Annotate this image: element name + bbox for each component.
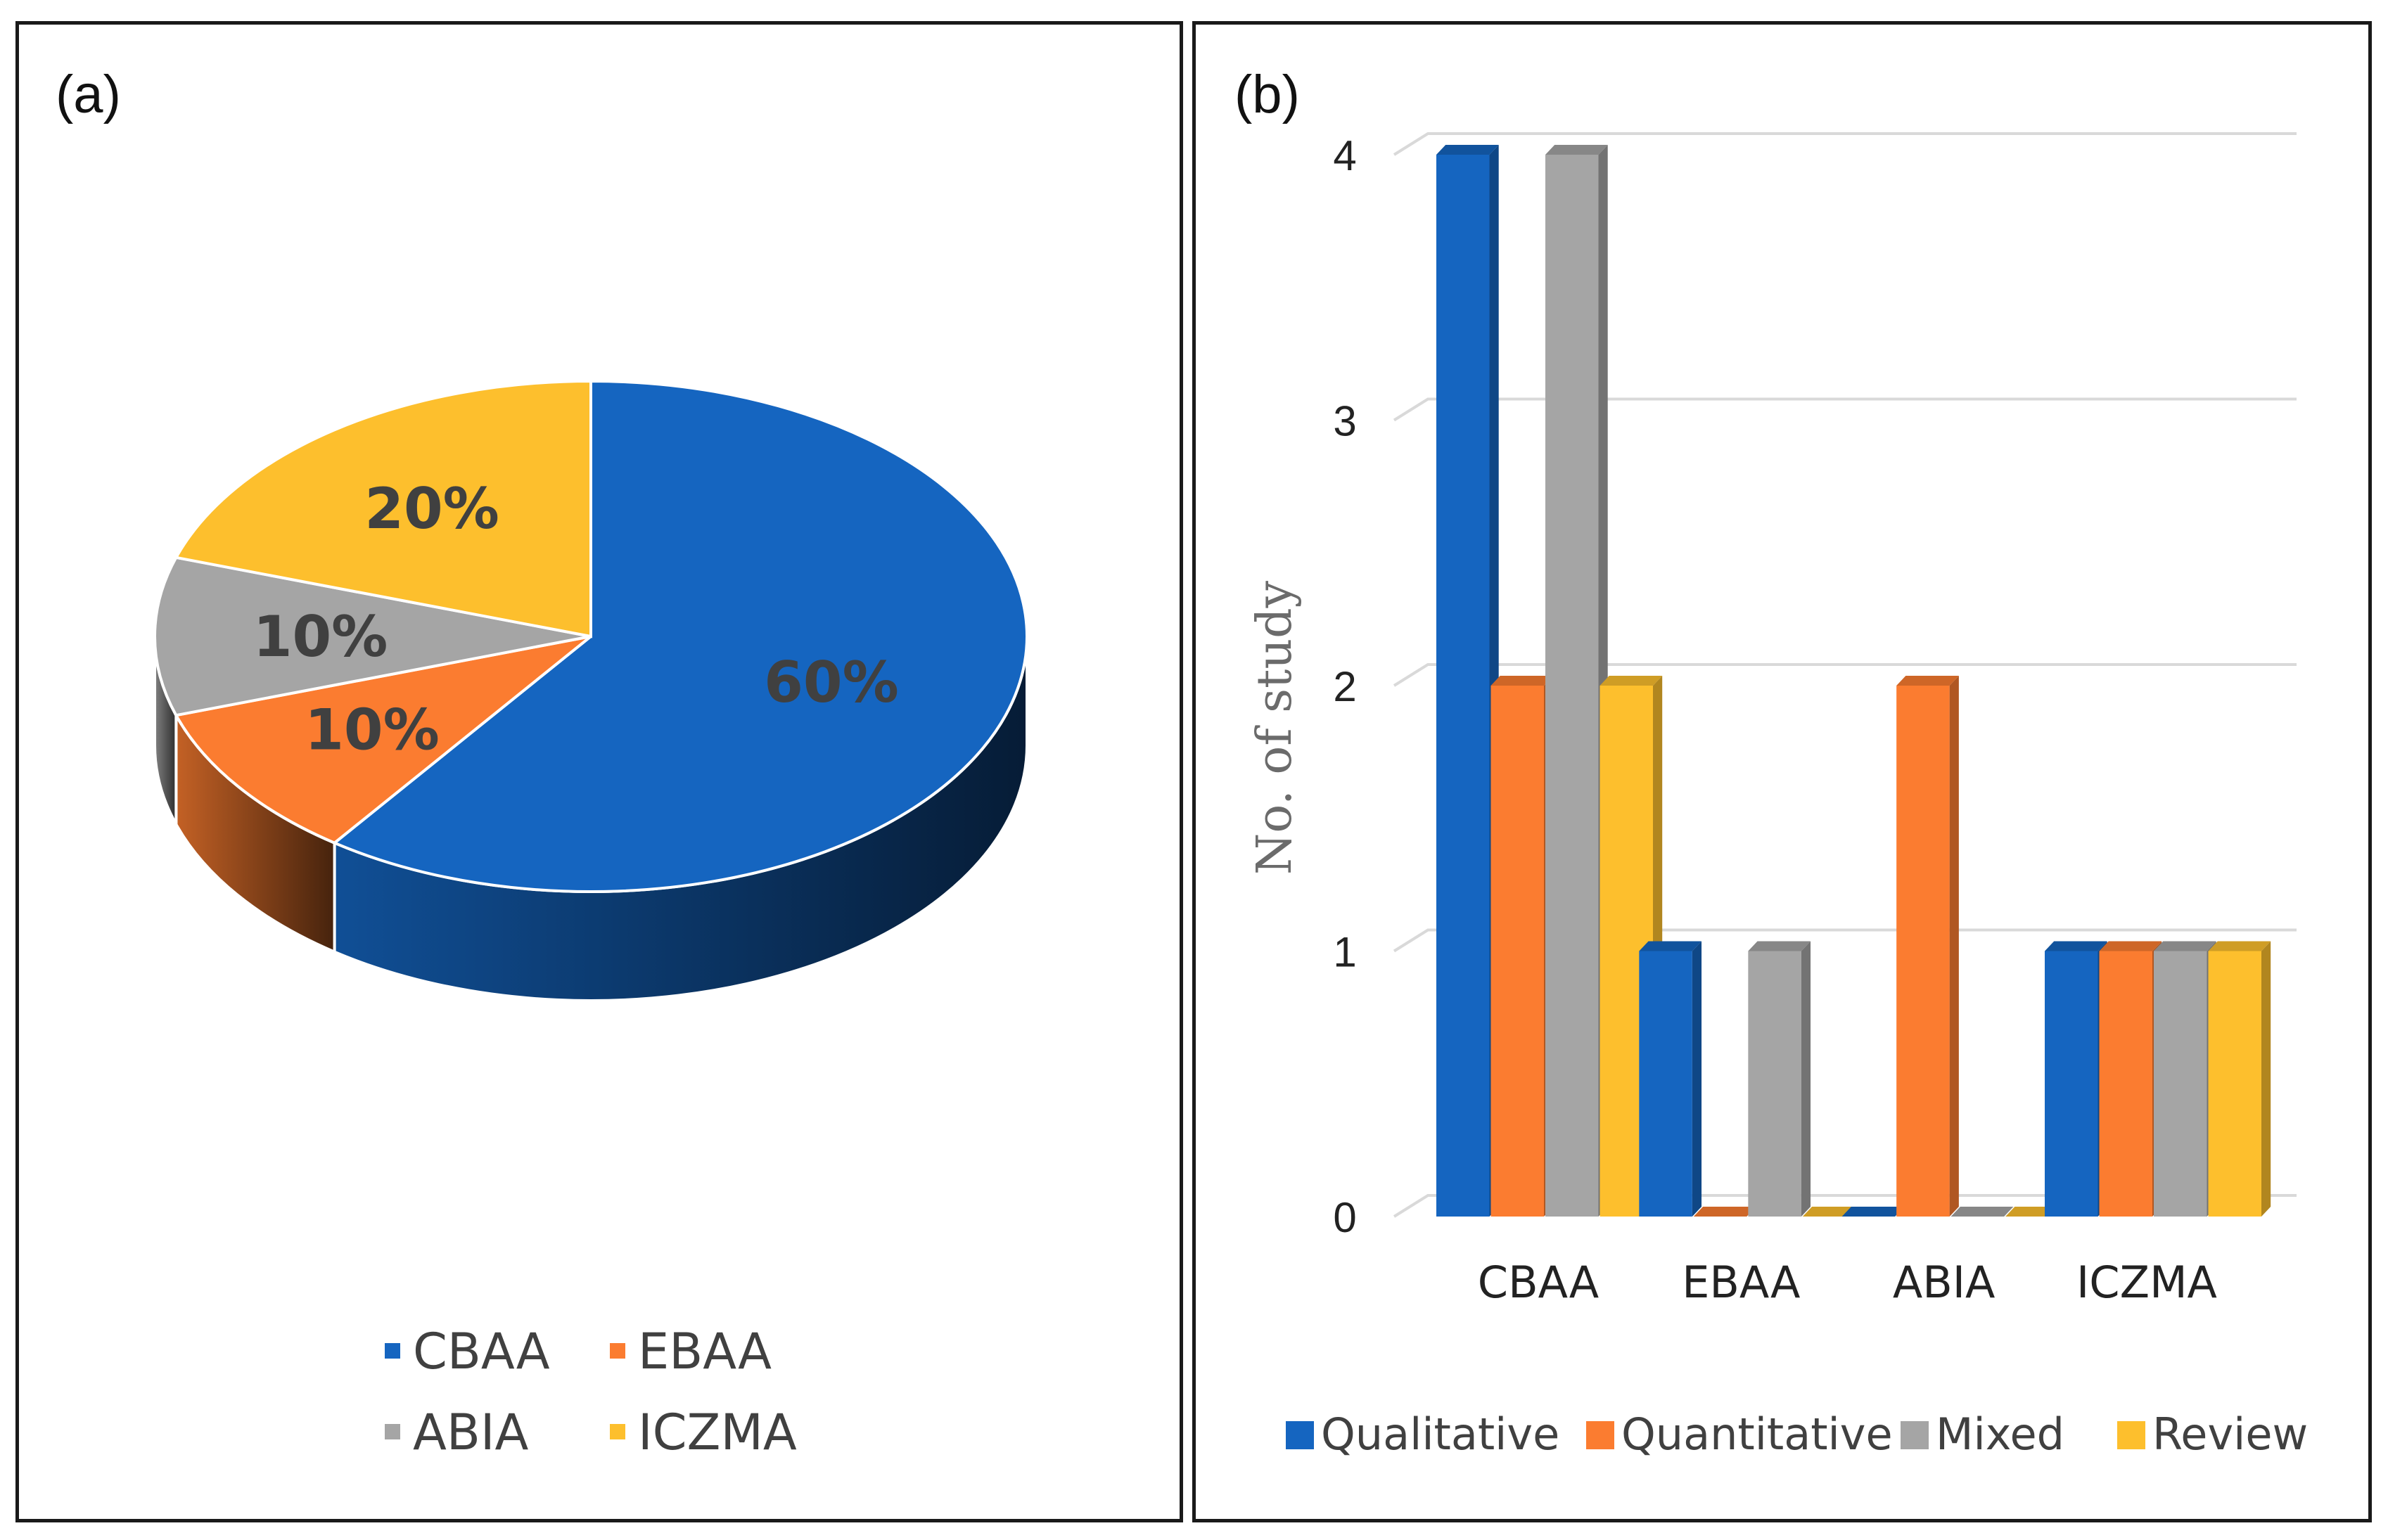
- gridline-0: [1393, 1194, 2297, 1218]
- y-tick-3: 3: [1333, 398, 1356, 445]
- y-axis-label: No. of study: [1247, 580, 1303, 875]
- panel-a-label: (a): [56, 65, 121, 124]
- legend-swatch-iczma: [610, 1424, 625, 1439]
- gridline-3: [1393, 397, 2297, 422]
- gridline-4: [1393, 132, 2297, 156]
- x-tick-iczma: ICZMA: [2076, 1257, 2217, 1308]
- legend-swatch-ebaa: [610, 1343, 625, 1359]
- pie-label-abia: 10%: [253, 604, 388, 669]
- legend-swatch-qualitative: [1286, 1421, 1314, 1449]
- x-tick-abia: ABIA: [1893, 1257, 1996, 1308]
- bar-ebaa-qualitative: [1639, 941, 1702, 1217]
- bar-iczma-qualitative: [2045, 941, 2107, 1217]
- y-tick-1: 1: [1333, 929, 1356, 976]
- legend-label-ebaa: EBAA: [638, 1323, 772, 1380]
- y-tick-0: 0: [1333, 1194, 1356, 1241]
- x-tick-ebaa: EBAA: [1682, 1257, 1800, 1308]
- panel-b: (b) 0 1 2 3 4 CBAA EBAA ABIA ICZMA Qualitative Q…: [1192, 21, 2372, 1522]
- bar-iczma-mixed: [2154, 941, 2216, 1217]
- legend-label-cbaa: CBAA: [413, 1323, 550, 1380]
- pie-slice-ebaa: [174, 635, 592, 845]
- bar-cbaa-mixed: [1545, 145, 1608, 1217]
- gridline-2: [1393, 663, 2297, 687]
- legend-swatch-abia: [385, 1424, 400, 1439]
- legend-swatch-quantitative: [1586, 1421, 1614, 1449]
- pie-label-cbaa: 60%: [764, 650, 898, 715]
- bar-ebaa-quantitative: [1693, 1207, 1756, 1217]
- bar-iczma-quantitative: [2099, 941, 2162, 1217]
- bar-abia-mixed: [1950, 1207, 2014, 1217]
- bar-abia-qualitative: [1841, 1207, 1905, 1217]
- pie-label-ebaa: 10%: [305, 697, 439, 762]
- bar-cbaa-quantitative: [1490, 676, 1554, 1217]
- bar-abia-quantitative: [1896, 676, 1959, 1217]
- x-tick-cbaa: CBAA: [1478, 1257, 1599, 1308]
- legend-label-review: Review: [2152, 1409, 2308, 1460]
- bar-cbaa-qualitative: [1436, 145, 1499, 1217]
- pie-chart: (a) 60% 10% 10% 20% CBAA EBAA ABIA ICZMA: [56, 65, 1029, 1461]
- panel-a: (a) 60% 10% 10% 20% CBAA EBAA ABIA ICZMA: [15, 21, 1183, 1522]
- legend-label-iczma: ICZMA: [638, 1404, 797, 1461]
- y-tick-4: 4: [1333, 132, 1356, 179]
- legend-label-qualitative: Qualitative: [1321, 1409, 1559, 1460]
- legend-swatch-mixed: [1901, 1421, 1929, 1449]
- pie-label-iczma: 20%: [364, 476, 499, 541]
- y-tick-2: 2: [1333, 663, 1356, 710]
- pie-slice-abia: [153, 556, 592, 717]
- bar-chart: (b) 0 1 2 3 4 CBAA EBAA ABIA ICZMA Qualitative Q…: [1234, 65, 2308, 1460]
- legend-label-quantitative: Quantitative: [1621, 1409, 1893, 1460]
- legend-swatch-cbaa: [385, 1343, 400, 1359]
- bar-ebaa-mixed: [1748, 941, 1811, 1217]
- pie-slice-cbaa: [331, 379, 1029, 893]
- panel-b-label: (b): [1234, 65, 1300, 124]
- legend-label-abia: ABIA: [413, 1404, 529, 1461]
- pie-slice-iczma: [174, 379, 592, 639]
- gridline-1: [1393, 928, 2297, 953]
- bar-iczma-review: [2208, 941, 2271, 1217]
- legend-swatch-review: [2117, 1421, 2145, 1449]
- legend-label-mixed: Mixed: [1936, 1409, 2064, 1460]
